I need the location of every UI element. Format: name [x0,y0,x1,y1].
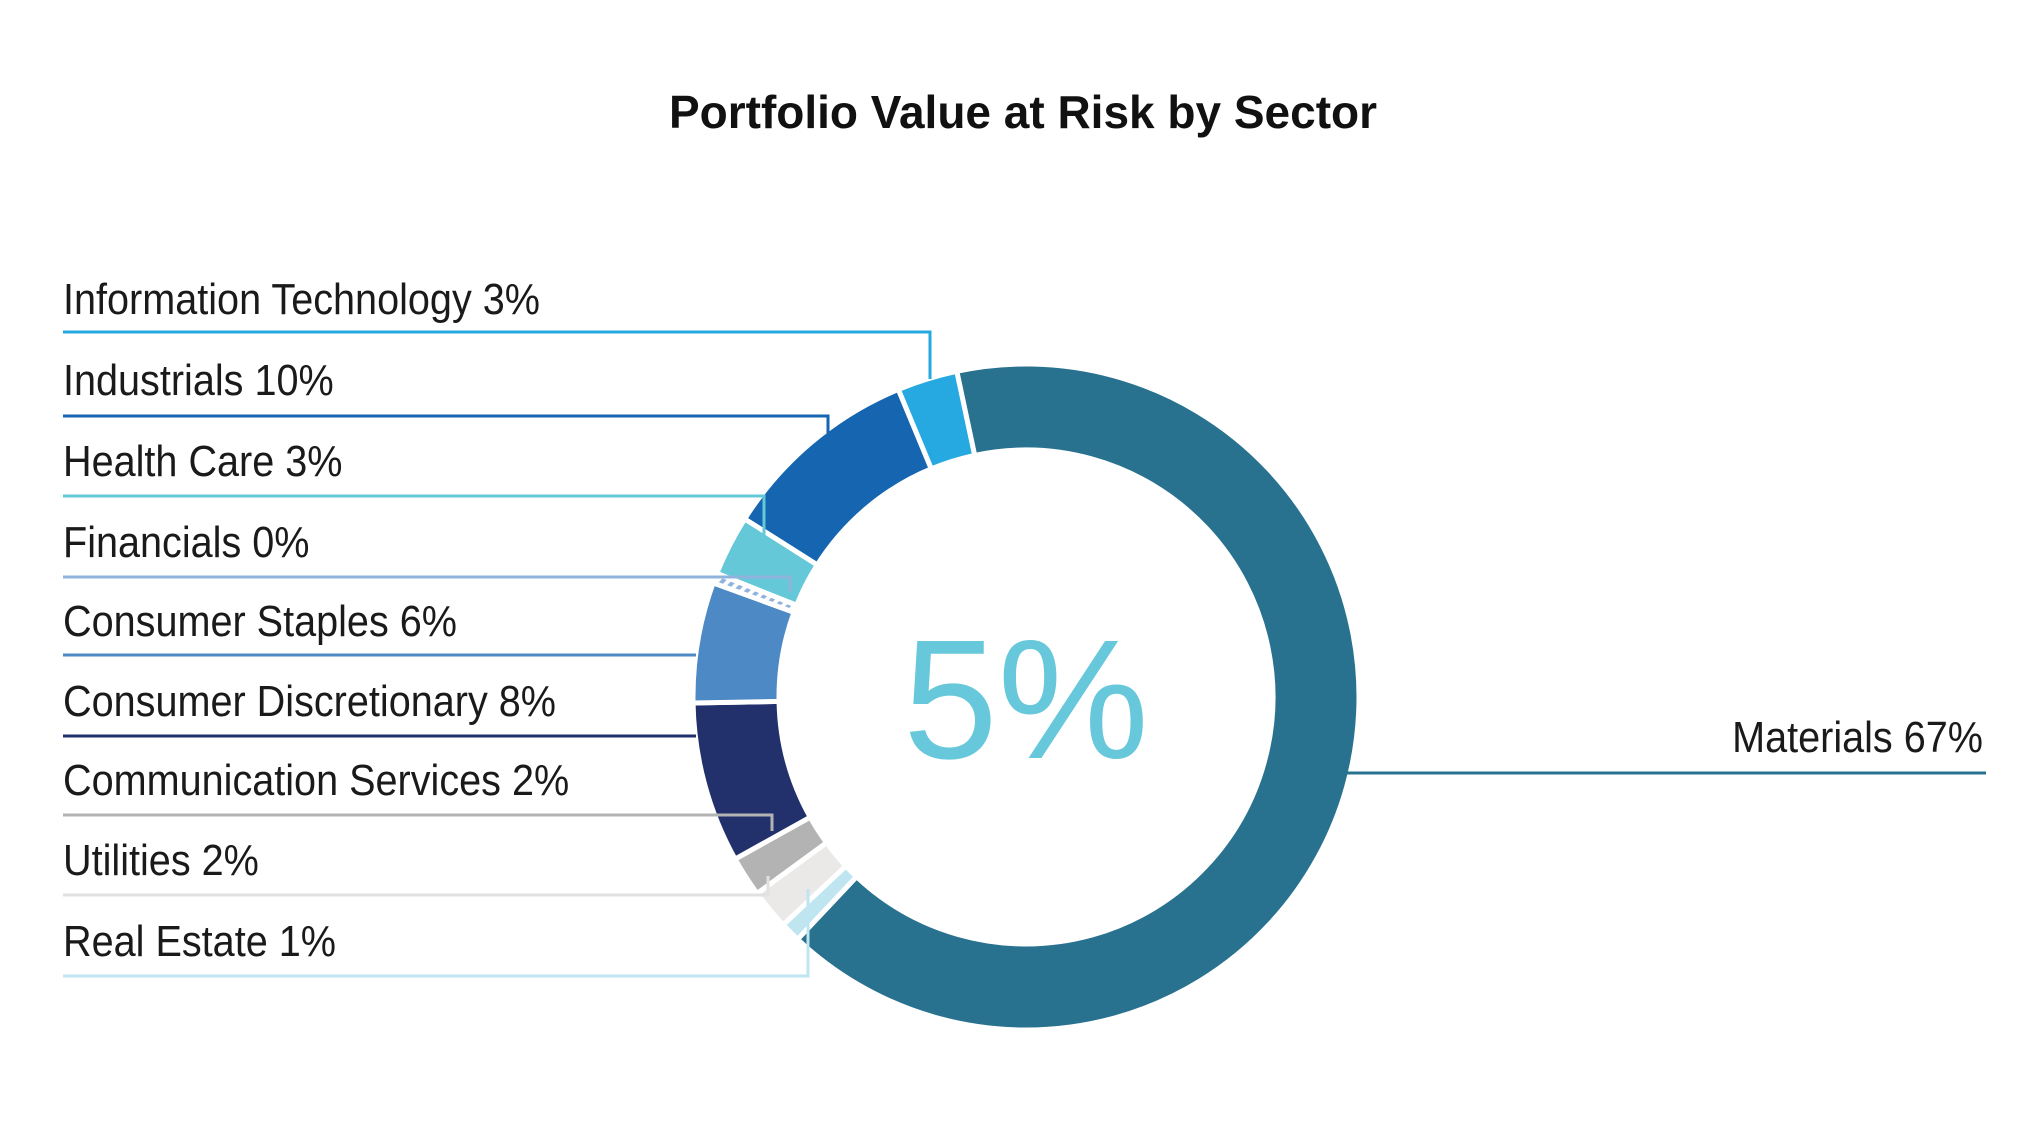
label-communication-services: Communication Services 2% [63,756,569,805]
label-consumer-discretionary: Consumer Discretionary 8% [63,677,556,726]
leader-line-health-care [63,494,766,540]
leader-line-industrials [63,414,830,436]
slice-labels: Materials 67% Real Estate 1% Utilities 2% C… [63,275,1983,966]
label-utilities: Utilities 2% [63,836,259,885]
label-health-care: Health Care 3% [63,437,343,486]
label-materials: Materials 67% [1732,713,1983,762]
center-value-label: 5% [903,605,1149,795]
donut-slices [690,361,1362,1033]
leader-line-real-estate [63,889,810,978]
label-information-technology: Information Technology 3% [63,275,540,324]
leader-line-information-technology [63,330,932,379]
label-industrials: Industrials 10% [63,356,334,405]
chart-title: Portfolio Value at Risk by Sector [669,86,1377,138]
leader-lines [63,330,1986,978]
label-financials: Financials 0% [63,518,310,567]
label-consumer-staples: Consumer Staples 6% [63,597,457,646]
label-real-estate: Real Estate 1% [63,917,336,966]
slice-information-technology [895,368,978,473]
leader-line-communication-services [63,813,774,831]
slice-materials [794,361,1362,1033]
leader-line-financials [63,575,792,592]
leader-line-utilities [63,876,770,897]
